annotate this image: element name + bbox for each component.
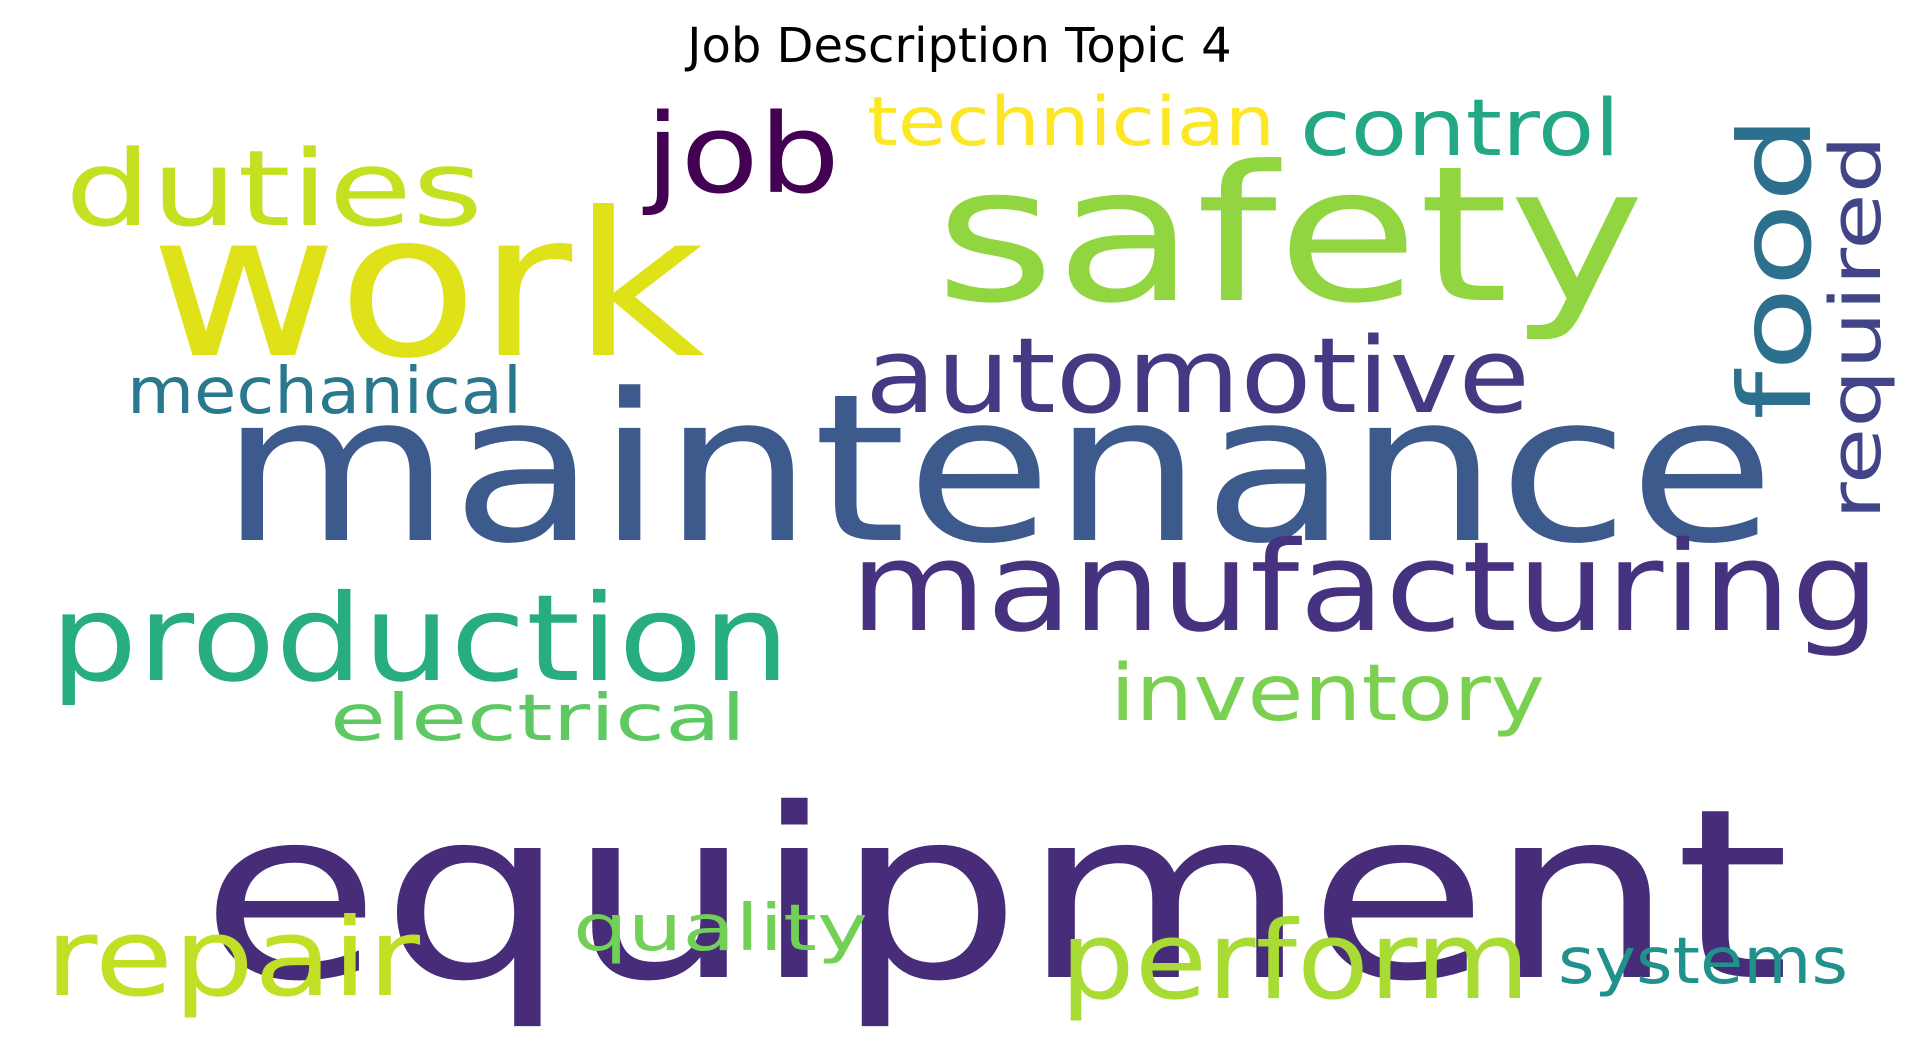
word-production: production <box>50 570 790 709</box>
word-safety: safety <box>935 126 1645 345</box>
word-quality: quality <box>573 892 868 966</box>
word-systems: systems <box>1558 925 1848 999</box>
word-work: work <box>150 170 705 403</box>
word-job: job <box>643 90 840 218</box>
word-manufacturing: manufacturing <box>850 516 1880 660</box>
word-automotive: automotive <box>865 315 1530 437</box>
word-technician: technician <box>867 83 1275 162</box>
word-repair: repair <box>45 896 421 1021</box>
word-mechanical: mechanical <box>127 355 522 429</box>
figure-title: Job Description Topic 4 <box>687 18 1232 74</box>
word-duties: duties <box>65 128 483 250</box>
word-food: food <box>1717 115 1834 420</box>
word-maintenance: maintenance <box>220 351 1775 589</box>
word-equipment: equipment <box>200 758 1790 1033</box>
word-control: control <box>1300 84 1620 174</box>
word-required: required <box>1815 135 1897 520</box>
word-inventory: inventory <box>1110 649 1545 739</box>
word-electrical: electrical <box>330 682 746 756</box>
word-perform: perform <box>1060 899 1530 1024</box>
